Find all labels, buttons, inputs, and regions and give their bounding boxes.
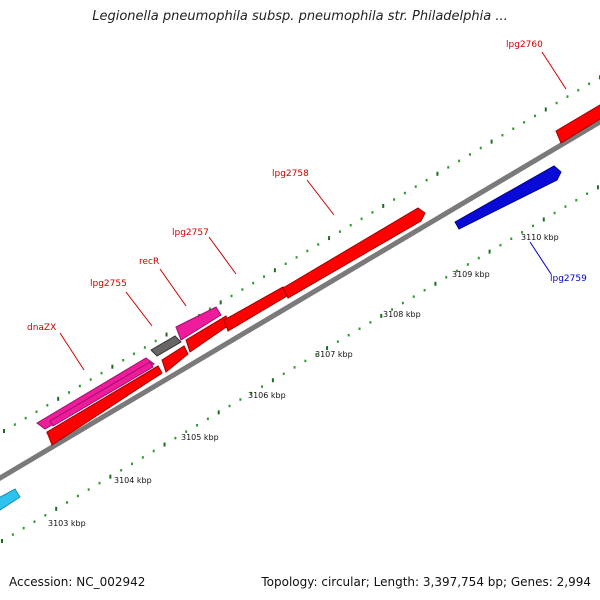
tick-labels: 3103 kbp 3104 kbp 3105 kbp 3106 kbp 3107… [48, 233, 559, 528]
tick-label-3110: 3110 kbp [521, 233, 559, 242]
gene-dnazx-extra[interactable] [49, 361, 154, 427]
gene-lpg2759[interactable] [454, 165, 562, 230]
tick-label-3106: 3106 kbp [248, 391, 286, 400]
gene-label-recr[interactable]: recR [139, 257, 159, 267]
gene-red-a[interactable] [46, 365, 163, 446]
inner-tick-marks [1, 185, 599, 543]
genome-stats-text: Topology: circular; Length: 3,397,754 bp… [261, 575, 591, 589]
gene-label-lpg2760[interactable]: lpg2760 [506, 40, 543, 50]
gene-label-lpg2758[interactable]: lpg2758 [272, 169, 309, 179]
map-title: Legionella pneumophila subsp. pneumophil… [92, 9, 508, 24]
gene-cyan[interactable] [0, 488, 21, 512]
tick-label-3107: 3107 kbp [315, 350, 353, 359]
gene-recr[interactable] [150, 335, 182, 357]
gene-red-b[interactable] [161, 345, 189, 373]
genome-backbone [0, 119, 600, 481]
gene-label-lpg2757[interactable]: lpg2757 [172, 228, 209, 238]
gene-label-lpg2755[interactable]: lpg2755 [90, 279, 127, 289]
tick-label-3103: 3103 kbp [48, 519, 86, 528]
tick-label-3104: 3104 kbp [114, 476, 152, 485]
tick-label-3108: 3108 kbp [383, 310, 421, 319]
gene-lpg2760[interactable] [555, 102, 600, 144]
outer-tick-marks [3, 75, 600, 433]
gene-label-lpg2759[interactable]: lpg2759 [550, 274, 587, 284]
tick-label-3105: 3105 kbp [181, 433, 219, 442]
tick-label-3109: 3109 kbp [452, 270, 490, 279]
gene-lpg2758[interactable] [282, 207, 426, 299]
gene-labels: dnaZX lpg2755 recR lpg2757 lpg2758 lpg27… [27, 40, 587, 333]
gene-label-dnazx[interactable]: dnaZX [27, 323, 56, 333]
gene-tracks [0, 102, 600, 512]
label-leaders [59, 51, 567, 371]
gene-lpg2757[interactable] [175, 306, 222, 341]
accession-text: Accession: NC_002942 [9, 575, 146, 589]
